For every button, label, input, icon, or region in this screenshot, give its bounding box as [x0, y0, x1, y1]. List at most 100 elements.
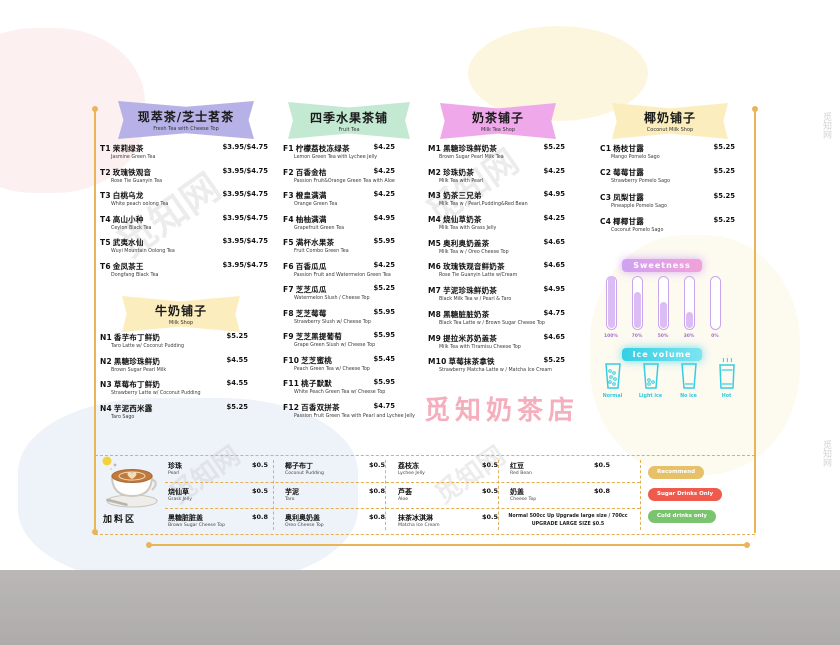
item-name: M8 黑糖脏脏奶茶 [428, 309, 490, 319]
item-desc: Milk Tea with Grass Jelly [439, 226, 497, 232]
item-name: F6 百香瓜瓜 [283, 261, 327, 271]
toppings-col-3: 荔枝冻 $0.5 Lychee Jelly 芦荟 $0.5 Aloe 抹茶冰 [398, 456, 498, 534]
item-name: T4 高山小种 [100, 214, 144, 224]
item-name: M5 奥利奥奶盖茶 [428, 238, 490, 248]
topping-item: 抹茶冰淇淋 $0.5 Matcha Ice Cream [398, 513, 498, 528]
item-name: M4 烧仙草奶茶 [428, 215, 482, 225]
item-name: N3 草莓布丁鲜奶 [100, 380, 161, 389]
decor-dot [424, 120, 427, 123]
topping-item: 奶盖 $0.8 Cheese Top [510, 487, 610, 502]
column-coconut-milk: C1 杨枝甘露 $5.25 Mango Pomelo Sago C2 莓莓甘露 $5… [600, 143, 735, 240]
item-price: $5.95 [373, 378, 396, 386]
menu-item: T1 茉莉绿茶 $3.95/$4.75 Jasmine Green Tea [100, 143, 268, 167]
column-milk-tea: M1 黑糖珍珠鲜奶茶 $5.25 Brown Sugar Pearl Milk T… [428, 143, 565, 380]
item-name: T5 武夷水仙 [100, 238, 144, 247]
legend-pill: Cold drinks only [648, 510, 717, 523]
item-price: $5.95 [373, 307, 396, 316]
item-price: $5.25 [543, 143, 566, 151]
sweetness-gauge: 100% 70% 50% 30% [604, 276, 721, 339]
item-desc: White peach oolong Tea [111, 202, 169, 207]
decor-dot [430, 118, 436, 124]
menu-item: M3 奶茶三兄弟 $4.95 Milk Tea w / Pearl,Pudding… [428, 190, 565, 214]
menu-item: F8 芝芝莓莓 $5.95 Strawberry Slush w/ Cheese … [283, 308, 395, 332]
ice-option-normal: Normal [600, 358, 625, 399]
frame-dot [92, 106, 98, 112]
item-desc: Peach Green Tea w/ Cheese Top [294, 366, 370, 372]
sweetness-percent: 30% [683, 334, 695, 339]
menu-item: C1 杨枝甘露 $5.25 Mango Pomelo Sago [600, 143, 735, 167]
item-name: M10 草莓抹茶拿铁 [428, 357, 495, 367]
column-fresh-tea: T1 茉莉绿茶 $3.95/$4.75 Jasmine Green Tea T2 玫… [100, 143, 268, 284]
item-price: $5.95 [373, 237, 396, 245]
item-name: M3 奶茶三兄弟 [428, 191, 482, 201]
sweetness-title: Sweetness [622, 259, 702, 272]
sweetness-tube-icon [631, 276, 643, 330]
table-divider [165, 508, 640, 509]
item-price: $5.25 [226, 332, 249, 340]
sweetness-tube-icon [605, 276, 617, 330]
menu-item: F7 芝芝瓜瓜 $5.25 Watermelon Slush / Cheese T… [283, 284, 395, 308]
decor-dot [106, 313, 109, 316]
item-name: M6 玫瑰铁观音鲜奶茶 [428, 262, 505, 272]
item-price: $4.65 [543, 237, 566, 246]
item-price: $3.95/$4.75 [222, 260, 268, 269]
topping-item: 奥利奥奶盖 $0.8 Oreo Cheese Top [285, 513, 385, 528]
item-price: $5.25 [713, 215, 736, 224]
frame-right-line [754, 110, 756, 533]
section-subtitle: Milk Shop [168, 320, 194, 326]
sweetness-level: 30% [683, 276, 695, 339]
legend-pill: Recommend [648, 466, 705, 479]
item-price: $3.95/$4.75 [222, 166, 268, 175]
item-name: F1 柠檬荔枝冻绿茶 [283, 144, 350, 153]
latte-cup-illustration [102, 456, 158, 508]
sweetness-level: 70% [631, 276, 643, 339]
decor-dot [258, 116, 264, 122]
item-name: F9 芝芝黑提葡萄 [283, 332, 342, 341]
shop-name-watermark: 觅知奶茶店 [424, 396, 580, 426]
decor-dot [253, 313, 256, 316]
item-desc: Strawberry Latte w/ Coconut Pudding [111, 391, 201, 396]
menu-item: T3 白桃乌龙 $3.95/$4.75 White peach oolong Te… [100, 190, 268, 214]
ice-option-hot: Hot [714, 358, 739, 399]
item-price: $4.75 [543, 308, 566, 317]
item-price: $5.25 [226, 402, 249, 411]
item-name: C2 莓莓甘露 [600, 168, 644, 178]
item-desc: Brown Sugar Pearl Milk [111, 367, 167, 373]
frame-left-line [94, 110, 96, 533]
item-desc: White Peach Green Tea w/ Cheese Top [294, 390, 386, 395]
menu-item: M2 珍珠奶茶 $4.25 Milk Tea with Pearl [428, 167, 565, 191]
section-subtitle: Milk Tea Shop [480, 127, 516, 133]
section-banner-milk-shop: 牛奶铺子 Milk Shop [122, 296, 240, 332]
item-desc: Brown Sugar Pearl Milk Tea [439, 155, 504, 160]
menu-item: N3 草莓布丁鲜奶 $4.55 Strawberry Latte w/ Cocon… [100, 379, 248, 403]
section-banner-fruit-tea: 四季水果茶铺 Fruit Tea [288, 102, 410, 139]
item-price: $3.95/$4.75 [222, 237, 268, 245]
item-name: C3 凤梨甘露 [600, 192, 644, 202]
size-upgrade-note: Normal 500cc Up Upgrade large size / 700… [508, 514, 628, 528]
item-desc: Strawberry Matcha Latte w / Matcha Ice C… [439, 368, 552, 374]
item-name: F4 柚柚满满 [283, 214, 327, 224]
table-divider [498, 460, 499, 530]
section-banner-fresh-tea: 现萃茶/芝士茗茶 Fresh Tea with Cheese Top [118, 101, 254, 139]
ice-volume-title: Ice volume [622, 348, 702, 361]
decor-dot [741, 120, 744, 123]
item-desc: Milk Tea w / Pearl,Pudding&Red Bean [439, 202, 528, 208]
topping-item: 芦荟 $0.5 Aloe [398, 487, 498, 502]
decor-dot [423, 119, 426, 122]
item-name: M2 珍珠奶茶 [428, 167, 474, 177]
item-desc: Coconut Pomelo Sago [611, 227, 664, 233]
section-title: 椰奶铺子 [643, 111, 696, 125]
item-price: $4.55 [226, 379, 249, 387]
legend-pill: Sugar Drinks Only [648, 488, 723, 501]
sweetness-tube-icon [683, 276, 695, 330]
item-price: $3.95/$4.75 [222, 213, 268, 222]
item-desc: Strawberry Slush w/ Cheese Top [294, 319, 371, 325]
frame-bottom-line [150, 544, 747, 546]
item-desc: Ceylon Black Tea [111, 225, 152, 231]
menu-item: T5 武夷水仙 $3.95/$4.75 Wuyi Mountain Oolong … [100, 237, 268, 261]
item-price: $5.95 [373, 331, 396, 339]
item-price: $4.25 [373, 260, 396, 269]
cup-light-ice-icon [642, 363, 659, 389]
menu-item: F6 百香瓜瓜 $4.25 Passion Fruit and Watermelo… [283, 261, 395, 285]
toppings-col-2: 椰子布丁 $0.5 Coconut Pudding 芋泥 $0.8 Taro [285, 456, 385, 534]
